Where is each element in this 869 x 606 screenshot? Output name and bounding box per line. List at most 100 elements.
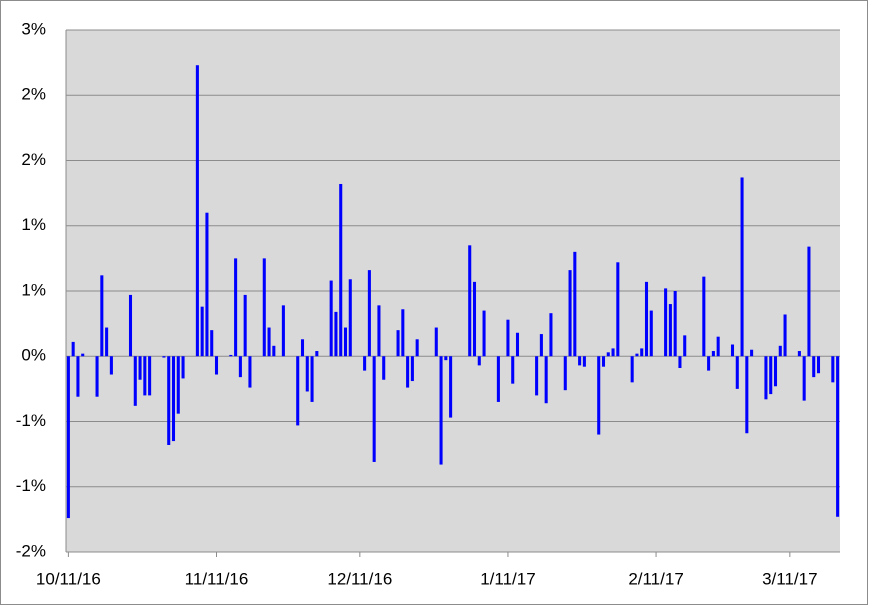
bar xyxy=(640,348,644,357)
bar xyxy=(750,349,754,357)
y-tick-label: 3% xyxy=(21,19,46,38)
bar xyxy=(296,356,300,426)
bar xyxy=(482,310,486,357)
y-tick-label: 1% xyxy=(21,215,46,234)
bar xyxy=(143,356,147,396)
bar xyxy=(71,341,75,357)
bar xyxy=(315,351,319,357)
bar xyxy=(683,335,687,357)
bar xyxy=(162,356,166,358)
bar xyxy=(66,356,70,519)
bar xyxy=(410,356,414,382)
bar xyxy=(616,262,620,357)
bar xyxy=(95,356,99,397)
bar xyxy=(200,306,204,357)
bar xyxy=(229,354,233,357)
bar xyxy=(764,356,768,400)
bar xyxy=(644,281,649,357)
x-tick-label: 1/11/17 xyxy=(480,569,535,588)
bar xyxy=(664,288,668,357)
bar xyxy=(367,270,371,357)
bar xyxy=(210,330,214,357)
bar xyxy=(773,356,778,387)
y-tick-label: 2% xyxy=(21,85,46,104)
bar xyxy=(100,275,104,357)
bar xyxy=(171,356,176,442)
bar xyxy=(635,353,639,357)
bar xyxy=(812,356,816,378)
bar xyxy=(649,310,653,357)
bar xyxy=(816,356,821,374)
y-tick-label: -1% xyxy=(16,476,46,495)
bar xyxy=(310,356,314,402)
bar xyxy=(472,281,477,357)
bar xyxy=(363,356,367,371)
bar xyxy=(195,65,199,357)
bar xyxy=(477,356,481,366)
bar xyxy=(415,339,419,357)
bar xyxy=(549,313,553,357)
bar xyxy=(831,356,835,383)
bar xyxy=(262,258,266,357)
bar xyxy=(205,212,209,357)
bar xyxy=(138,356,142,380)
bar xyxy=(601,356,606,367)
bar xyxy=(148,356,152,396)
bar xyxy=(668,304,672,357)
bar xyxy=(496,356,500,402)
bar xyxy=(167,356,171,445)
bar xyxy=(702,276,706,357)
bar xyxy=(582,356,586,367)
bar xyxy=(248,356,252,388)
bar xyxy=(334,311,338,357)
y-tick-label: -1% xyxy=(16,411,46,430)
bar xyxy=(214,356,219,375)
bar xyxy=(439,356,443,465)
bar xyxy=(382,356,386,380)
bar xyxy=(573,251,577,357)
bar xyxy=(81,353,85,357)
bar xyxy=(348,279,352,357)
bar xyxy=(769,356,773,395)
bar xyxy=(272,345,276,357)
bar xyxy=(434,327,438,357)
bar xyxy=(128,294,133,357)
bar xyxy=(105,327,109,357)
bar xyxy=(544,356,548,404)
bar xyxy=(630,356,634,383)
bar xyxy=(783,314,787,357)
bar xyxy=(506,319,510,357)
bar xyxy=(716,336,720,357)
bar xyxy=(740,177,744,357)
bar xyxy=(802,356,806,401)
bar xyxy=(836,356,840,517)
bar xyxy=(109,356,113,375)
bar xyxy=(563,356,567,391)
x-tick-label: 2/11/17 xyxy=(628,569,683,588)
bar xyxy=(133,356,137,406)
bar xyxy=(535,356,539,396)
bar xyxy=(300,339,305,357)
bar xyxy=(377,305,381,357)
bar xyxy=(568,270,572,357)
y-tick-label: 1% xyxy=(21,280,46,299)
bar xyxy=(329,280,333,357)
bar xyxy=(396,330,400,357)
bar xyxy=(176,356,180,414)
x-tick-label: 11/11/16 xyxy=(185,569,249,588)
x-tick-label: 3/11/17 xyxy=(762,569,817,588)
bar xyxy=(449,356,453,418)
bar xyxy=(76,356,80,397)
bar xyxy=(444,356,448,361)
bar xyxy=(515,332,520,357)
bar xyxy=(238,356,242,378)
y-tick-label: 0% xyxy=(21,346,46,365)
bar xyxy=(539,334,543,357)
bar xyxy=(305,356,309,392)
bar xyxy=(606,352,610,357)
bar xyxy=(597,356,601,435)
bar xyxy=(707,356,711,371)
bar xyxy=(511,356,515,384)
x-tick-label: 10/11/16 xyxy=(36,569,101,588)
